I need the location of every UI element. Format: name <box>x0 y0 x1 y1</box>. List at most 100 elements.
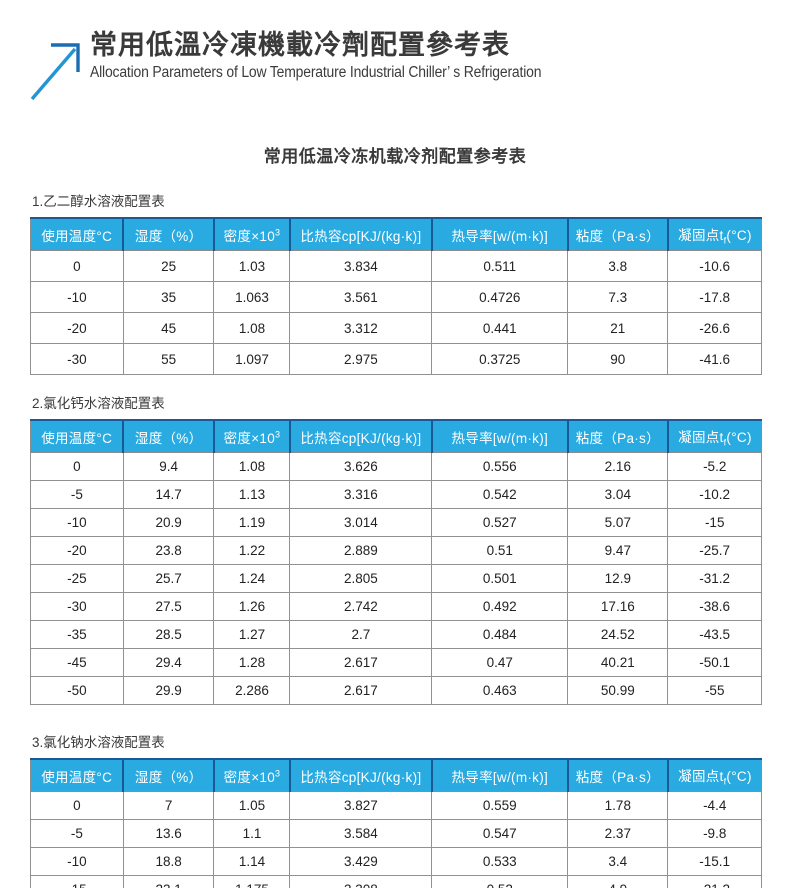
table-cell: -4.4 <box>667 791 762 820</box>
brand-text: 常用低溫冷凍機載冷劑配置參考表 Allocation Parameters of… <box>88 30 591 82</box>
table-cell: -9.8 <box>667 819 762 848</box>
column-header: 湿度（%） <box>122 217 214 251</box>
table-calcium-chloride: 使用温度°C 湿度（%） 密度×103 比热容cp[KJ/(kg·k)] 热导率[w/(… <box>30 419 762 705</box>
table-cell: -35 <box>30 620 124 649</box>
table-cell: 0.547 <box>431 819 569 848</box>
table-cell: 20.9 <box>122 508 215 537</box>
column-header: 比热容cp[KJ/(kg·k)] <box>288 758 432 792</box>
table-cell: 29.4 <box>122 648 215 677</box>
table-cell: 40.21 <box>567 648 669 677</box>
table-cell: 1.28 <box>213 648 291 677</box>
arrow-up-right-icon <box>30 43 80 101</box>
table-row: -45 29.4 1.28 2.617 0.47 40.21 -50.1 <box>30 648 762 677</box>
table-sodium-chloride: 使用温度°C 湿度（%） 密度×103 比热容cp[KJ/(kg·k)] 热导率[w/(… <box>30 758 762 888</box>
table-cell: 21 <box>567 312 669 344</box>
table-cell: 1.27 <box>213 620 291 649</box>
document-title: 常用低温冷冻机载冷剂配置参考表 <box>263 147 527 166</box>
section-label: 3.氯化钠水溶液配置表 <box>32 735 165 750</box>
table-cell: 17.16 <box>567 592 669 621</box>
column-header: 凝固点tf(°C) <box>666 217 762 251</box>
table-cell: -25 <box>30 564 124 593</box>
table-cell: -55 <box>667 676 762 705</box>
table-cell: 0.501 <box>431 564 569 593</box>
table-cell: 23.8 <box>122 536 215 565</box>
table-cell: 0 <box>30 791 124 820</box>
table-row: -30 55 1.097 2.975 0.3725 90 -41.6 <box>30 343 762 375</box>
table-ethylene-glycol: 使用温度°C 湿度（%） 密度×103 比热容cp[KJ/(kg·k)] 热导率[w/(… <box>30 217 762 375</box>
table-cell: 0.441 <box>431 312 569 344</box>
table-cell: -15 <box>30 875 124 888</box>
table-row: -5 13.6 1.1 3.584 0.547 2.37 -9.8 <box>30 819 762 848</box>
table-cell: 3.4 <box>567 847 669 876</box>
table-cell: 1.03 <box>213 250 291 282</box>
table-cell: 1.05 <box>213 791 291 820</box>
table-row: -20 45 1.08 3.312 0.441 21 -26.6 <box>30 312 762 344</box>
table-cell: 5.07 <box>567 508 669 537</box>
table-cell: 1.26 <box>213 592 291 621</box>
column-header: 密度×103 <box>212 419 290 453</box>
table-header-row: 使用温度°C 湿度（%） 密度×103 比热容cp[KJ/(kg·k)] 热导率[w/(… <box>30 419 762 453</box>
table-cell: 1.08 <box>213 312 291 344</box>
table-cell: 2.975 <box>289 343 433 375</box>
table-cell: 3.308 <box>289 875 433 888</box>
column-header: 粘度（Pa·s） <box>566 419 668 453</box>
column-header: 密度×103 <box>212 217 290 251</box>
table-cell: 14.7 <box>122 480 215 509</box>
table-cell: 9.47 <box>567 536 669 565</box>
table-cell: -10 <box>30 508 124 537</box>
table-cell: 3.316 <box>289 480 433 509</box>
table-row: -10 20.9 1.19 3.014 0.527 5.07 -15 <box>30 508 762 537</box>
table-cell: -15.1 <box>667 847 762 876</box>
table-cell: 2.37 <box>567 819 669 848</box>
column-header: 比热容cp[KJ/(kg·k)] <box>288 217 432 251</box>
table-cell: -10.2 <box>667 480 762 509</box>
column-header: 使用温度°C <box>30 419 124 453</box>
table-cell: 7 <box>122 791 215 820</box>
table-cell: 24.52 <box>567 620 669 649</box>
table-cell: 0.559 <box>431 791 569 820</box>
column-header: 热导率[w/(m·k)] <box>430 217 568 251</box>
table-cell: 90 <box>567 343 669 375</box>
table-cell: -21.2 <box>667 875 762 888</box>
table-cell: 0.542 <box>431 480 569 509</box>
table-row: -20 23.8 1.22 2.889 0.51 9.47 -25.7 <box>30 536 762 565</box>
table-row: 0 9.4 1.08 3.626 0.556 2.16 -5.2 <box>30 452 762 481</box>
table-cell: 0.4726 <box>431 281 569 313</box>
table-cell: 0.463 <box>431 676 569 705</box>
table-cell: 3.561 <box>289 281 433 313</box>
table-cell: 23.1 <box>122 875 215 888</box>
table-cell: 2.805 <box>289 564 433 593</box>
section-label: 2.氯化钙水溶液配置表 <box>32 396 165 411</box>
table-cell: 4.9 <box>567 875 669 888</box>
table-row: 0 25 1.03 3.834 0.511 3.8 -10.6 <box>30 250 762 282</box>
table-cell: 12.9 <box>567 564 669 593</box>
table-cell: -10 <box>30 281 124 313</box>
table-cell: 28.5 <box>122 620 215 649</box>
table-cell: -43.5 <box>667 620 762 649</box>
table-cell: 2.889 <box>289 536 433 565</box>
column-header: 凝固点tf(°C) <box>666 419 762 453</box>
table-row: -35 28.5 1.27 2.7 0.484 24.52 -43.5 <box>30 620 762 649</box>
table-cell: 35 <box>122 281 215 313</box>
page-title: 常用低溫冷凍機載冷劑配置參考表 <box>90 30 510 60</box>
table-cell: 25.7 <box>122 564 215 593</box>
table-cell: -5 <box>30 819 124 848</box>
table-row: -30 27.5 1.26 2.742 0.492 17.16 -38.6 <box>30 592 762 621</box>
table-cell: 27.5 <box>122 592 215 621</box>
table-cell: -10.6 <box>667 250 762 282</box>
column-header: 热导率[w/(m·k)] <box>430 758 568 792</box>
table-cell: 3.014 <box>289 508 433 537</box>
column-header: 粘度（Pa·s） <box>566 217 668 251</box>
table-cell: 0.52 <box>431 875 569 888</box>
table-cell: 0.511 <box>431 250 569 282</box>
table-cell: 3.584 <box>289 819 433 848</box>
table-cell: 25 <box>122 250 215 282</box>
table-cell: 1.175 <box>213 875 291 888</box>
table-cell: -25.7 <box>667 536 762 565</box>
section-calcium-chloride: 2.氯化钙水溶液配置表 使用温度°C 湿度（%） 密度×103 比热容cp[KJ/(k… <box>30 392 762 705</box>
table-cell: 1.24 <box>213 564 291 593</box>
table-cell: 3.312 <box>289 312 433 344</box>
table-cell: -45 <box>30 648 124 677</box>
table-row: -1523.11.1753.3080.524.9-21.2 <box>30 875 762 888</box>
